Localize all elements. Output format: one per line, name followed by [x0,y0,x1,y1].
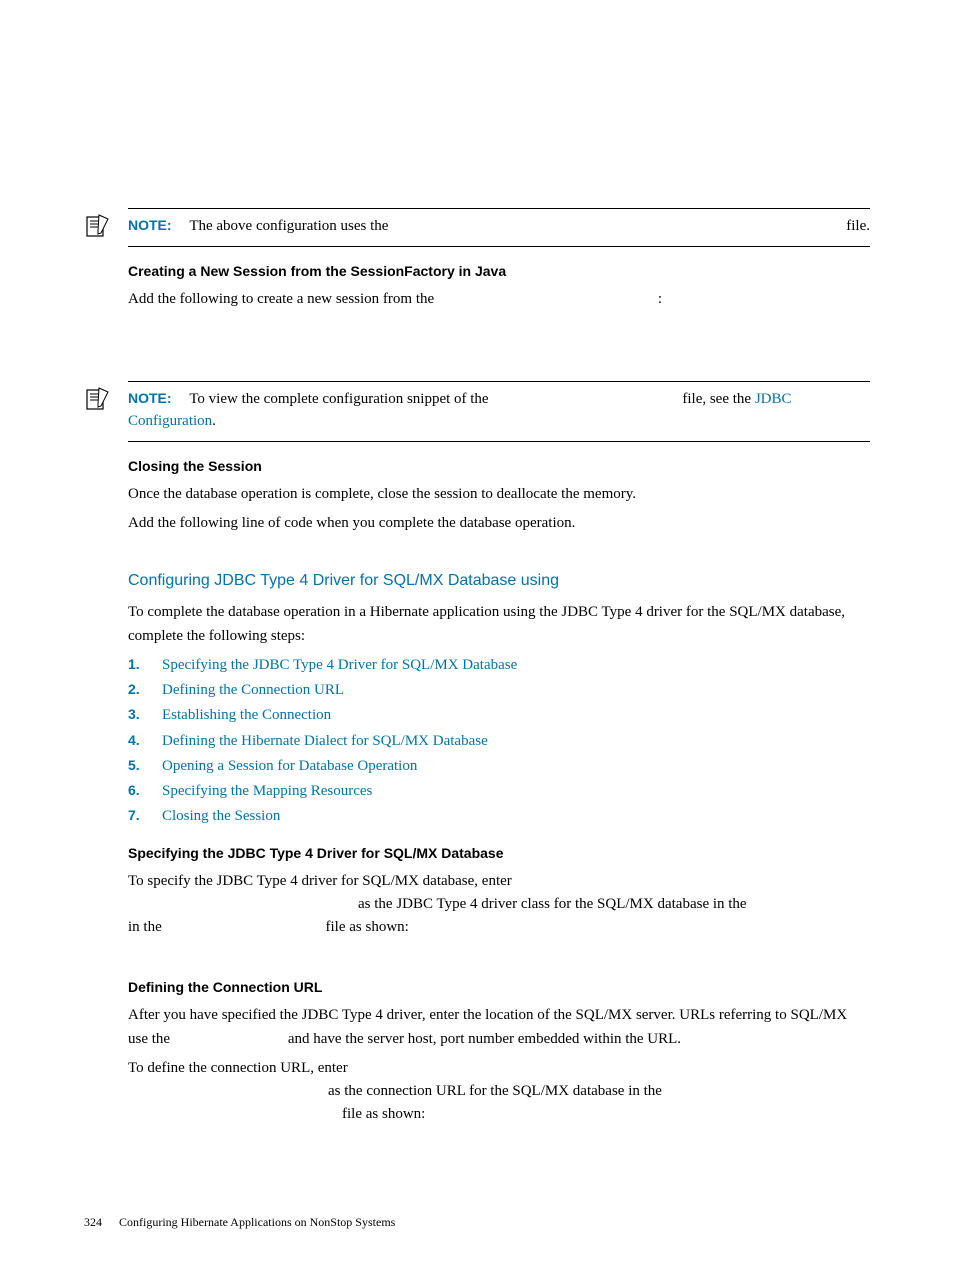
text: in the [128,919,166,935]
text: as the connection URL for the SQL/MX dat… [328,1083,662,1099]
para-specify: To specify the JDBC Type 4 driver for SQ… [128,870,870,940]
page-number: 324 [84,1215,102,1229]
heading-type4: Configuring JDBC Type 4 Driver for SQL/M… [128,569,870,593]
footer-title: Configuring Hibernate Applications on No… [119,1215,395,1229]
heading-specify-driver: Specifying the JDBC Type 4 Driver for SQ… [128,843,870,864]
heading-closing-session: Closing the Session [128,456,870,477]
step-num: 1. [128,654,162,677]
note-body-pre: To view the complete configuration snipp… [189,391,492,407]
text: To specify the JDBC Type 4 driver for SQ… [128,873,512,889]
step-num: 5. [128,755,162,778]
note-body-post: . [212,413,216,429]
step-num: 7. [128,805,162,828]
step-link[interactable]: Specifying the Mapping Resources [162,780,870,803]
text: file as shown: [342,1106,425,1122]
note-block-1: NOTE: The above configuration uses the f… [128,208,870,247]
page-footer: 324 Configuring Hibernate Applications o… [84,1213,395,1231]
step-link[interactable]: Closing the Session [162,805,870,828]
list-item: 5.Opening a Session for Database Operati… [128,755,870,778]
para-url-1: After you have specified the JDBC Type 4… [128,1004,870,1051]
heading-define-url: Defining the Connection URL [128,977,870,998]
step-num: 4. [128,730,162,753]
para-type4-intro: To complete the database operation in a … [128,601,870,648]
heading-create-session: Creating a New Session from the SessionF… [128,261,870,282]
para-create-session: Add the following to create a new sessio… [128,288,870,311]
text: To define the connection URL, enter [128,1060,348,1076]
note-label: NOTE: [128,217,172,233]
note-icon [84,213,110,247]
list-item: 1.Specifying the JDBC Type 4 Driver for … [128,654,870,677]
steps-list: 1.Specifying the JDBC Type 4 Driver for … [128,654,870,829]
step-link[interactable]: Defining the Connection URL [162,679,870,702]
step-link[interactable]: Establishing the Connection [162,704,870,727]
list-item: 7.Closing the Session [128,805,870,828]
list-item: 6.Specifying the Mapping Resources [128,780,870,803]
list-item: 4.Defining the Hibernate Dialect for SQL… [128,730,870,753]
text: : [658,291,662,307]
note-block-2: NOTE: To view the complete configuration… [128,381,870,442]
step-num: 2. [128,679,162,702]
note-icon [84,386,110,420]
para-close-1: Once the database operation is complete,… [128,483,870,506]
step-link[interactable]: Specifying the JDBC Type 4 Driver for SQ… [162,654,870,677]
text: as the JDBC Type 4 driver class for the … [358,896,747,912]
step-link[interactable]: Opening a Session for Database Operation [162,755,870,778]
list-item: 3.Establishing the Connection [128,704,870,727]
note-body-pre: The above configuration uses the [189,218,388,234]
list-item: 2.Defining the Connection URL [128,679,870,702]
text: and have the server host, port number em… [288,1031,681,1047]
note-label: NOTE: [128,390,172,406]
para-close-2: Add the following line of code when you … [128,512,870,535]
step-num: 6. [128,780,162,803]
step-link[interactable]: Defining the Hibernate Dialect for SQL/M… [162,730,870,753]
text: file as shown: [326,919,409,935]
step-num: 3. [128,704,162,727]
note-body-mid: file, see the [682,391,754,407]
text: Add the following to create a new sessio… [128,291,438,307]
note-body-post: file. [846,215,870,238]
para-url-2: To define the connection URL, enter as t… [128,1057,870,1127]
